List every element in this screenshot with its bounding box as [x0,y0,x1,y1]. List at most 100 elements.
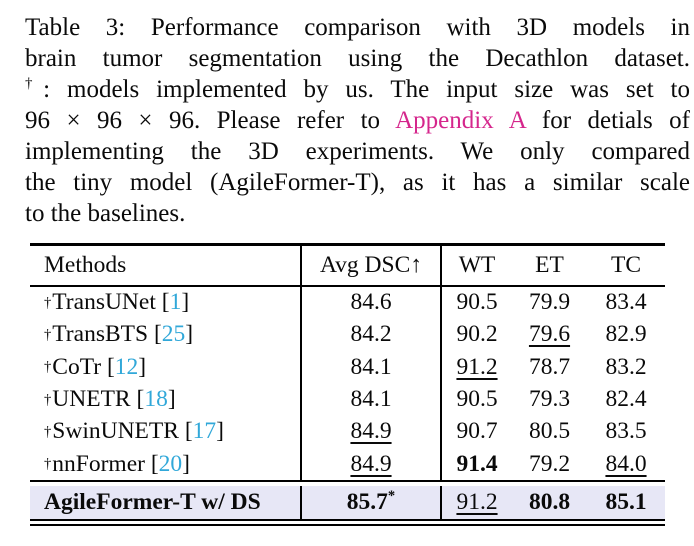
method-name-cell: † CoTr [12] [44,353,147,380]
tc-value: 82.9 [605,321,647,348]
table-header: Methods Avg DSC↑ WT ET TC [30,245,665,285]
caption-text: brain tumor segmentation using the Decat… [25,45,690,72]
tc-value-cell: 83.5 [587,416,665,448]
et-value: 80.8 [528,489,571,516]
tc-value: 85.1 [605,489,647,516]
tc-value-cell: 82.4 [587,383,665,415]
wt-value: 90.5 [456,386,498,413]
caption-text: for detials of [525,107,690,134]
et-value: 80.5 [528,418,571,445]
caption-text: 96 × 96 × 96. Please refer to [25,107,396,134]
tc-value-cell: 83.4 [587,287,665,319]
method-name: TransUNet [52,289,156,316]
table-row: † TransBTS [25] 84.2 90.2 79.6 82.9 [30,318,665,352]
appendix-link[interactable]: Appendix A [395,107,526,134]
wt-value: 90.2 [456,321,498,348]
tc-value: 82.4 [605,386,647,413]
avg-value: 84.2 [350,321,392,348]
dagger-mark: † [25,75,44,92]
caption-text: Table 3: Performance comparison with 3D … [25,14,690,41]
method-name: CoTr [52,353,102,380]
table-row: † CoTr [12] 84.1 91.2 78.7 83.2 [30,351,665,384]
table-row: † SwinUNETR [17] 84.9 90.7 80.5 83.5 [30,415,665,448]
caption-line-5: implementing the 3D experiments. We only… [25,136,690,167]
caption-line-7: to the baselines. [25,198,690,229]
tc-value-cell: 83.2 [587,351,665,383]
wt-value: 90.5 [456,289,498,316]
citation-link[interactable]: 25 [161,321,186,348]
et-value: 79.9 [528,289,571,316]
method-name-cell: † nnFormer [20] [44,450,190,477]
et-value-cell: 79.3 [512,383,587,415]
citation-link[interactable]: 1 [169,289,182,316]
highlight-row: AgileFormer-T w/ DS 85.7* 91.2 80.8 85.1 [30,486,665,520]
caption-text: : models implemented by us. The input si… [43,76,690,103]
wt-value-cell: 90.2 [442,319,512,351]
wt-value: 91.4 [456,450,498,477]
caption-line-3: †: models implemented by us. The input s… [25,74,690,105]
avg-value-cell: 84.2 [300,318,442,352]
method-name: SwinUNETR [52,418,179,445]
asterisk-mark: * [387,488,396,505]
et-value: 79.2 [528,450,571,477]
table-top-rule [30,243,665,246]
citation-link[interactable]: 20 [158,450,183,477]
avg-value-cell: 85.7* [300,486,442,520]
avg-value-cell: 84.9 [300,415,442,448]
et-value-cell: 80.8 [512,486,587,519]
avg-value: 84.1 [350,353,392,380]
table-row: † UNETR [18] 84.1 90.5 79.3 82.4 [30,383,665,416]
citation-link[interactable]: 12 [114,353,139,380]
header-et: ET [535,251,564,278]
wt-value-cell: 90.7 [442,416,512,448]
table-row: † nnFormer [20] 84.9 91.4 79.2 84.0 [30,447,665,481]
caption-text: to the baselines. [25,200,186,227]
table-body: † TransUNet [1] 84.6 90.5 79.9 83.4 † TransBTS … [30,286,665,481]
wt-value-cell: 91.4 [442,448,512,480]
wt-value-cell: 91.2 [442,486,512,519]
results-table: Methods Avg DSC↑ WT ET TC † TransUNet [1]… [30,243,665,527]
avg-value: 84.1 [350,386,392,413]
method-name-cell: AgileFormer-T w/ DS [30,486,300,519]
header-avg-dsc: Avg DSC↑ [300,245,442,285]
header-tc: TC [610,251,642,278]
caption-line-2: brain tumor segmentation using the Decat… [25,43,690,74]
et-value-cell: 80.5 [512,416,587,448]
tc-value: 84.0 [605,450,647,477]
et-value-cell: 79.9 [512,287,587,319]
method-name: UNETR [52,386,131,413]
method-name: TransBTS [52,321,149,348]
et-value-cell: 79.6 [512,319,587,351]
et-value: 79.3 [528,386,571,413]
pre-highlight-rule [30,480,665,483]
method-name-cell: † TransBTS [25] [44,321,194,348]
caption-text: the tiny model (AgileFormer-T), as it ha… [25,169,690,196]
bottom-rule-thick [30,523,665,527]
wt-value: 91.2 [456,489,498,516]
caption-line-1: Table 3: Performance comparison with 3D … [25,12,690,43]
avg-value: 85.7* [346,488,396,516]
caption-line-6: the tiny model (AgileFormer-T), as it ha… [25,167,690,198]
caption-text: implementing the 3D experiments. We only… [25,138,690,165]
avg-value-cell: 84.1 [300,351,442,384]
caption-line-4: 96 × 96 × 96. Please refer to Appendix A… [25,105,690,136]
avg-value-cell: 84.6 [300,286,442,319]
wt-value-cell: 90.5 [442,287,512,319]
method-name: nnFormer [52,450,145,477]
avg-value: 84.9 [350,450,392,477]
table-caption: Table 3: Performance comparison with 3D … [25,12,690,229]
header-methods: Methods [44,251,127,278]
tc-value-cell: 82.9 [587,319,665,351]
tc-value: 83.2 [605,353,647,380]
method-name: AgileFormer-T w/ DS [44,489,261,516]
method-name-cell: † UNETR [18] [44,386,176,413]
citation-link[interactable]: 17 [192,418,217,445]
wt-value: 90.7 [456,418,498,445]
avg-value-cell: 84.9 [300,447,442,481]
avg-value: 84.6 [350,289,392,316]
tc-value: 83.5 [605,418,647,445]
avg-value-cell: 84.1 [300,383,442,416]
citation-link[interactable]: 18 [144,386,168,413]
method-name-cell: † SwinUNETR [17] [44,418,224,445]
